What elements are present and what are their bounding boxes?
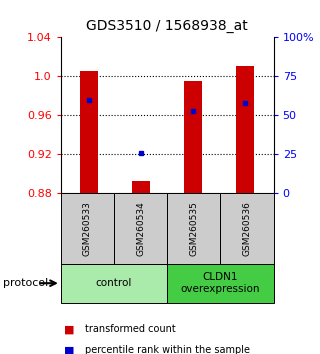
- Text: ■: ■: [64, 324, 75, 334]
- Text: GSM260534: GSM260534: [136, 201, 145, 256]
- Bar: [236, 67, 254, 193]
- Text: GSM260535: GSM260535: [189, 201, 198, 256]
- Bar: [132, 181, 150, 193]
- Text: GSM260533: GSM260533: [83, 201, 92, 256]
- Title: GDS3510 / 1568938_at: GDS3510 / 1568938_at: [86, 19, 248, 33]
- Bar: [114, 193, 167, 264]
- Bar: [167, 264, 274, 303]
- Text: CLDN1
overexpression: CLDN1 overexpression: [181, 272, 260, 294]
- Bar: [167, 193, 220, 264]
- Bar: [80, 71, 99, 193]
- Bar: [184, 81, 202, 193]
- Bar: [220, 193, 274, 264]
- Bar: [61, 193, 114, 264]
- Text: protocol: protocol: [3, 278, 48, 288]
- Text: ■: ■: [64, 346, 75, 354]
- Text: control: control: [96, 278, 132, 288]
- Text: transformed count: transformed count: [85, 324, 176, 334]
- Bar: [61, 264, 167, 303]
- Text: percentile rank within the sample: percentile rank within the sample: [85, 346, 250, 354]
- Text: GSM260536: GSM260536: [243, 201, 252, 256]
